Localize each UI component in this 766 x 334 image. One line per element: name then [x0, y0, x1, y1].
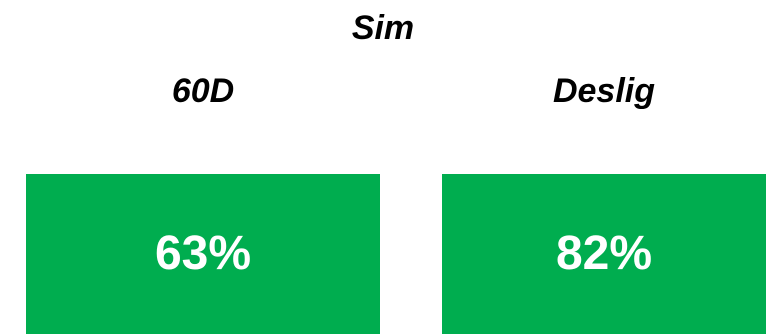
- page-title: Sim: [351, 9, 415, 47]
- metric-tile-60d: 63%: [26, 174, 380, 334]
- column-label-deslig: Deslig: [552, 72, 656, 110]
- column-label-60d: 60D: [171, 72, 235, 110]
- metric-value-60d: 63%: [154, 227, 252, 280]
- metric-tile-deslig: 82%: [442, 174, 766, 334]
- metric-value-deslig: 82%: [555, 227, 653, 280]
